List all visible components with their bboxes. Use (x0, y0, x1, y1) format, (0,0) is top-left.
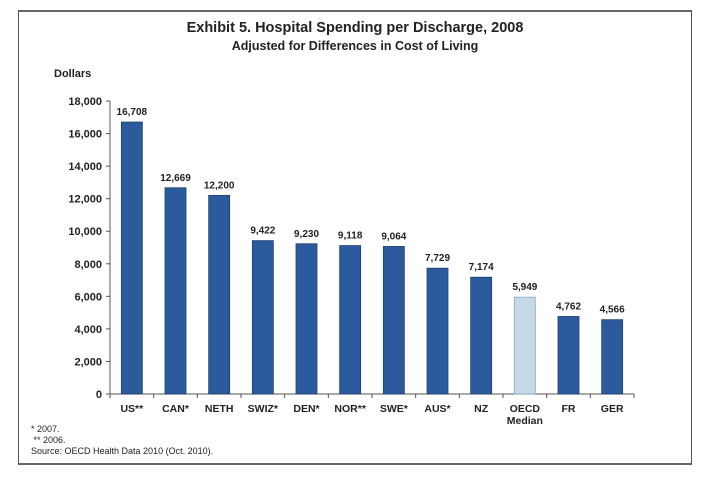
footnote-2007: * 2007. (31, 424, 60, 434)
bar (251, 240, 274, 395)
x-tick-label: US** (120, 403, 144, 415)
data-label: 9,230 (294, 229, 319, 240)
y-tick-label: 14,000 (68, 161, 102, 173)
x-tick-label: FR (562, 403, 576, 415)
x-tick-label: Median (507, 415, 543, 427)
bar (382, 246, 405, 395)
data-label: 7,174 (469, 262, 494, 273)
x-tick-label: DEN* (293, 403, 320, 415)
y-tick-label: 8,000 (74, 259, 102, 271)
x-tick-label: GER (601, 403, 624, 415)
x-tick-label: SWIZ* (248, 403, 279, 415)
y-tick-label: 4,000 (74, 324, 102, 336)
y-tick-label: 18,000 (68, 96, 102, 108)
x-tick-label: SWE* (380, 403, 409, 415)
x-tick-label: NZ (474, 403, 489, 415)
chart-subtitle: Adjusted for Differences in Cost of Livi… (232, 39, 479, 53)
y-tick-label: 6,000 (74, 291, 102, 303)
y-tick-label: 0 (96, 389, 102, 401)
y-axis-label: Dollars (54, 68, 91, 80)
x-tick-label: OECD (510, 403, 541, 415)
data-label: 7,729 (425, 253, 450, 264)
bar (513, 296, 536, 395)
chart-title: Exhibit 5. Hospital Spending per Dischar… (187, 20, 524, 36)
data-label: 12,200 (204, 180, 235, 191)
bar (295, 243, 318, 395)
data-label: 9,064 (381, 231, 406, 242)
bar (557, 316, 580, 395)
bar (339, 245, 362, 395)
bar (208, 195, 231, 395)
bar (164, 187, 187, 395)
x-tick-label: NOR** (334, 403, 366, 415)
source-note: Source: OECD Health Data 2010 (Oct. 2010… (31, 446, 214, 456)
y-tick-label: 10,000 (68, 226, 102, 238)
bar (470, 276, 493, 395)
bar (601, 319, 624, 395)
data-label: 9,118 (338, 231, 363, 242)
y-tick-label: 12,000 (68, 194, 102, 206)
y-tick-label: 2,000 (74, 356, 102, 368)
data-label: 16,708 (117, 107, 148, 118)
x-tick-label: NETH (205, 403, 234, 415)
data-label: 12,669 (160, 173, 191, 184)
x-tick-label: CAN* (162, 403, 190, 415)
bar (426, 267, 449, 395)
x-tick-label: AUS* (424, 403, 451, 415)
data-label: 4,762 (556, 301, 581, 312)
y-tick-label: 16,000 (68, 129, 102, 141)
data-label: 5,949 (512, 282, 537, 293)
data-label: 4,566 (600, 305, 625, 316)
data-label: 9,422 (250, 226, 275, 237)
chart-frame (18, 10, 692, 465)
bar (120, 121, 143, 395)
footnote-2006: ** 2006. (31, 435, 66, 445)
